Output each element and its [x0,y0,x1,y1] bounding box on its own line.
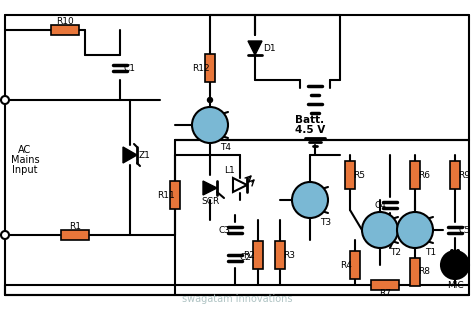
Text: R3: R3 [283,251,295,260]
Text: C1: C1 [124,64,136,73]
Text: R6: R6 [418,171,430,180]
Text: R10: R10 [56,16,74,26]
Text: R5: R5 [353,171,365,180]
Text: C3: C3 [219,226,231,235]
Bar [371,280,399,290]
Text: T1: T1 [426,248,437,256]
Text: SCR: SCR [201,197,219,205]
Text: R8: R8 [418,268,430,277]
Text: C2: C2 [239,253,251,263]
Text: R2: R2 [243,251,255,260]
Bar [275,241,285,269]
Text: C4: C4 [374,201,386,210]
Bar [450,161,460,189]
Text: Z1: Z1 [139,150,151,159]
Circle shape [208,98,212,103]
Circle shape [192,107,228,143]
Text: L1: L1 [224,166,235,175]
Text: 4.5 V: 4.5 V [295,125,325,135]
Text: MIC: MIC [447,281,463,290]
Text: D1: D1 [263,44,275,53]
Text: C5: C5 [459,226,471,235]
Text: AC: AC [18,145,32,155]
Text: T3: T3 [320,218,331,226]
Text: R4: R4 [340,260,352,269]
Bar [205,54,215,82]
Text: T4: T4 [220,142,231,151]
Text: R7: R7 [379,290,391,298]
Circle shape [292,182,328,218]
Polygon shape [123,147,137,163]
Text: swagatam innovations: swagatam innovations [182,294,292,304]
Text: R9: R9 [458,171,470,180]
Text: R12: R12 [192,64,210,73]
Bar [410,258,420,286]
Text: Input: Input [12,165,38,175]
Text: Mains: Mains [11,155,39,165]
Text: R11: R11 [157,191,175,200]
Text: R1: R1 [69,222,81,231]
Polygon shape [248,41,262,55]
Bar [410,161,420,189]
Circle shape [362,212,398,248]
Circle shape [1,231,9,239]
Bar [61,230,89,240]
Bar [253,241,263,269]
Circle shape [441,251,469,279]
Text: Batt.: Batt. [295,115,325,125]
Circle shape [1,96,9,104]
Bar [170,181,180,209]
Circle shape [397,212,433,248]
Polygon shape [203,181,217,195]
Text: T2: T2 [391,248,401,256]
Bar [350,251,360,279]
Polygon shape [233,178,247,192]
Bar [51,25,79,35]
Bar [345,161,355,189]
